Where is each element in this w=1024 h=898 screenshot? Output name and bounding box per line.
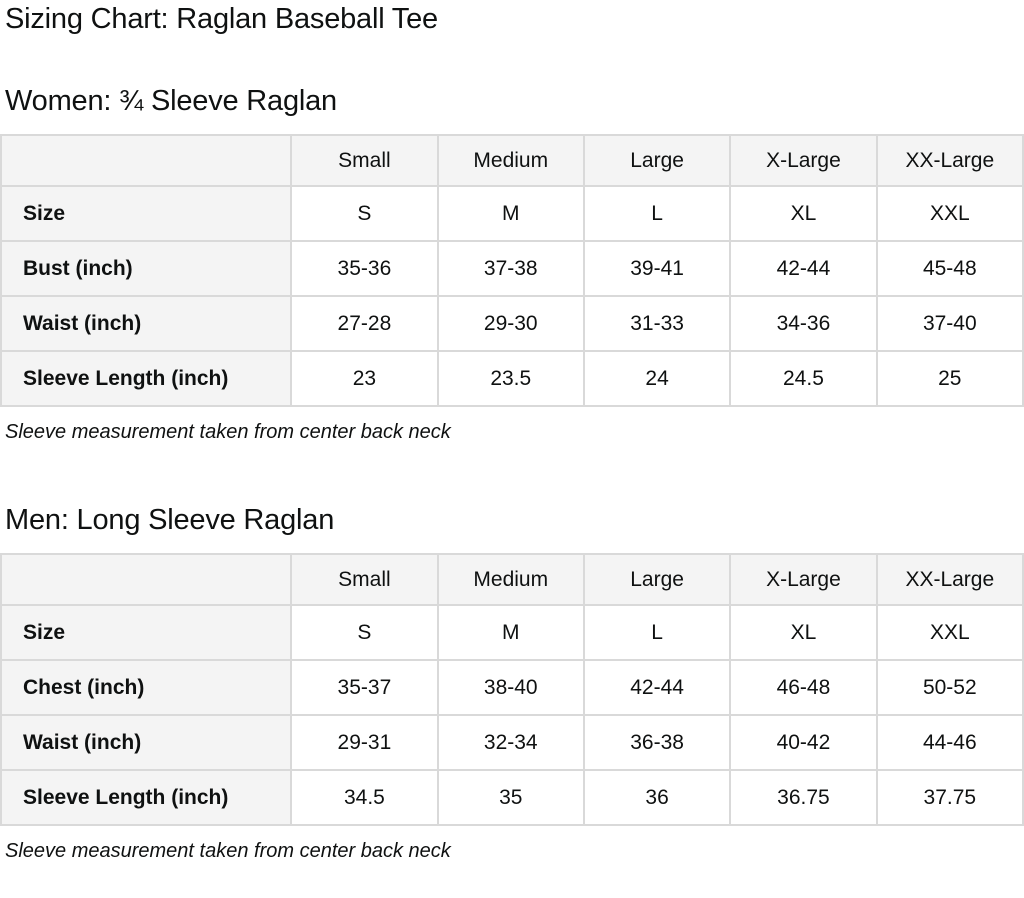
table-row-waist: Waist (inch) 29-31 32-34 36-38 40-42 44-… xyxy=(0,714,1024,771)
cell-value: 36.75 xyxy=(729,769,878,826)
cell-value: 46-48 xyxy=(729,659,878,716)
cell-value: 29-31 xyxy=(290,714,439,771)
cell-value: S xyxy=(290,185,439,242)
cell-value: 23 xyxy=(290,350,439,407)
cell-value: 35 xyxy=(436,769,585,826)
cell-value: 37-38 xyxy=(436,240,585,297)
cell-value: 35-36 xyxy=(290,240,439,297)
cell-value: 34.5 xyxy=(290,769,439,826)
column-header-medium: Medium xyxy=(436,134,585,187)
women-table-note: Sleeve measurement taken from center bac… xyxy=(5,421,451,443)
cell-value: 45-48 xyxy=(875,240,1024,297)
table-row-sleeve-length: Sleeve Length (inch) 23 23.5 24 24.5 25 xyxy=(0,350,1024,407)
row-label-size: Size xyxy=(0,185,293,242)
men-sizing-table: Small Medium Large X-Large XX-Large Size… xyxy=(0,553,1024,826)
cell-value: 50-52 xyxy=(875,659,1024,716)
table-row-size: Size S M L XL XXL xyxy=(0,185,1024,242)
cell-value: L xyxy=(582,604,732,661)
cell-value: 27-28 xyxy=(290,295,439,352)
table-row-waist: Waist (inch) 27-28 29-30 31-33 34-36 37-… xyxy=(0,295,1024,352)
cell-value: 31-33 xyxy=(582,295,732,352)
cell-value: 24.5 xyxy=(729,350,878,407)
row-label-sleeve-length: Sleeve Length (inch) xyxy=(0,769,293,826)
cell-value: 25 xyxy=(875,350,1024,407)
corner-cell xyxy=(0,553,293,606)
table-header-row: Small Medium Large X-Large XX-Large xyxy=(0,134,1024,187)
men-table-note: Sleeve measurement taken from center bac… xyxy=(5,840,451,862)
cell-value: 44-46 xyxy=(875,714,1024,771)
cell-value: 29-30 xyxy=(436,295,585,352)
cell-value: M xyxy=(436,185,585,242)
cell-value: L xyxy=(582,185,732,242)
cell-value: 23.5 xyxy=(436,350,585,407)
column-header-large: Large xyxy=(582,134,732,187)
column-header-xx-large: XX-Large xyxy=(875,134,1024,187)
cell-value: 37-40 xyxy=(875,295,1024,352)
table-row-size: Size S M L XL XXL xyxy=(0,604,1024,661)
cell-value: S xyxy=(290,604,439,661)
cell-value: 40-42 xyxy=(729,714,878,771)
women-sizing-table: Small Medium Large X-Large XX-Large Size… xyxy=(0,134,1024,407)
column-header-xx-large: XX-Large xyxy=(875,553,1024,606)
column-header-x-large: X-Large xyxy=(729,134,878,187)
row-label-size: Size xyxy=(0,604,293,661)
table-header-row: Small Medium Large X-Large XX-Large xyxy=(0,553,1024,606)
row-label-bust: Bust (inch) xyxy=(0,240,293,297)
table-row-sleeve-length: Sleeve Length (inch) 34.5 35 36 36.75 37… xyxy=(0,769,1024,826)
cell-value: 35-37 xyxy=(290,659,439,716)
cell-value: 42-44 xyxy=(729,240,878,297)
cell-value: XL xyxy=(729,185,878,242)
men-section-heading: Men: Long Sleeve Raglan xyxy=(5,504,335,536)
corner-cell xyxy=(0,134,293,187)
cell-value: 36 xyxy=(582,769,732,826)
cell-value: 36-38 xyxy=(582,714,732,771)
cell-value: 37.75 xyxy=(875,769,1024,826)
cell-value: 32-34 xyxy=(436,714,585,771)
row-label-waist: Waist (inch) xyxy=(0,714,293,771)
cell-value: M xyxy=(436,604,585,661)
column-header-small: Small xyxy=(290,553,439,606)
column-header-medium: Medium xyxy=(436,553,585,606)
column-header-large: Large xyxy=(582,553,732,606)
cell-value: 24 xyxy=(582,350,732,407)
women-section-heading: Women: ¾ Sleeve Raglan xyxy=(5,85,337,117)
table-row-bust: Bust (inch) 35-36 37-38 39-41 42-44 45-4… xyxy=(0,240,1024,297)
table-row-chest: Chest (inch) 35-37 38-40 42-44 46-48 50-… xyxy=(0,659,1024,716)
column-header-small: Small xyxy=(290,134,439,187)
row-label-sleeve-length: Sleeve Length (inch) xyxy=(0,350,293,407)
cell-value: 34-36 xyxy=(729,295,878,352)
cell-value: 39-41 xyxy=(582,240,732,297)
cell-value: XL xyxy=(729,604,878,661)
cell-value: 42-44 xyxy=(582,659,732,716)
cell-value: XXL xyxy=(875,185,1024,242)
page-title: Sizing Chart: Raglan Baseball Tee xyxy=(5,3,438,35)
cell-value: 38-40 xyxy=(436,659,585,716)
row-label-chest: Chest (inch) xyxy=(0,659,293,716)
cell-value: XXL xyxy=(875,604,1024,661)
column-header-x-large: X-Large xyxy=(729,553,878,606)
row-label-waist: Waist (inch) xyxy=(0,295,293,352)
